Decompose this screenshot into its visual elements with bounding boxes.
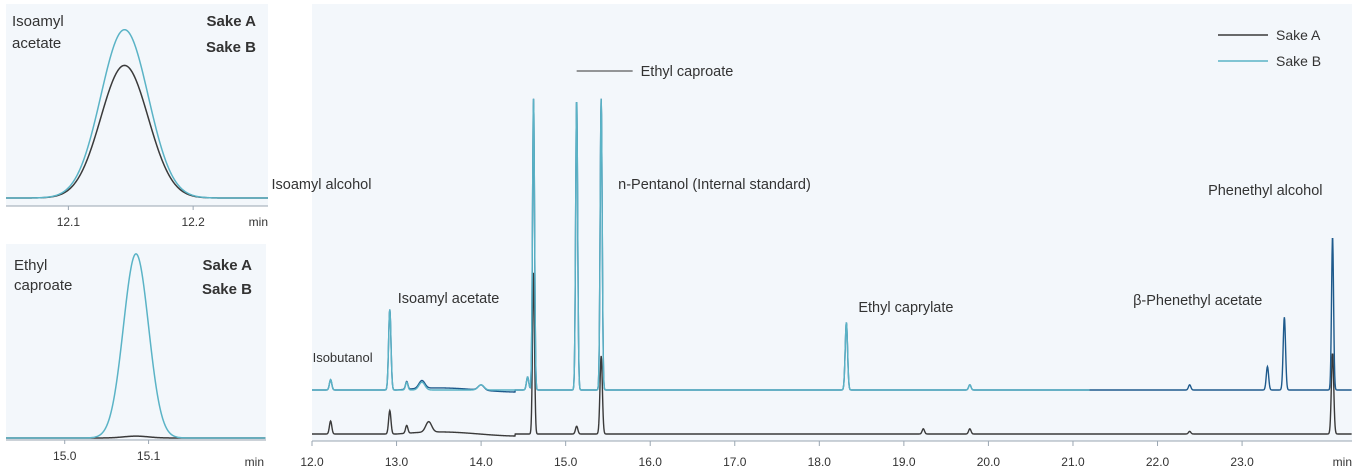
inset2-series-group bbox=[6, 253, 266, 439]
inset1-x-axis-label: min bbox=[249, 215, 268, 229]
inset-x-tick-label: 15.1 bbox=[137, 449, 161, 463]
peak-annotation-label: Isoamyl alcohol bbox=[272, 177, 372, 193]
inset-isoamyl-acetate: 12.1 12.2 Isoamyl acetate Sake A Sake B m… bbox=[6, 4, 268, 229]
main-x-tick-label: 15.0 bbox=[554, 455, 578, 469]
inset-x-tick-label: 12.1 bbox=[57, 215, 81, 229]
inset2-legend-sake-b: Sake B bbox=[202, 281, 252, 298]
peak-annotation-label: n-Pentanol (Internal standard) bbox=[618, 177, 811, 193]
inset1-legend-sake-b: Sake B bbox=[206, 39, 256, 56]
inset1-tick-group: 12.1 12.2 bbox=[57, 206, 205, 229]
inset1-legend-sake-a: Sake A bbox=[207, 13, 257, 30]
inset-series-sake-b-line bbox=[6, 28, 268, 199]
main-x-tick-label: 21.0 bbox=[1061, 455, 1085, 469]
inset-x-tick-label: 12.2 bbox=[181, 215, 205, 229]
main-chromatogram: 12.0 13.0 14.0 15.0 16.0 17.0 18.0 19.0 20.0 21.0… bbox=[272, 4, 1352, 469]
legend-label-sake-a: Sake A bbox=[1276, 27, 1321, 43]
inset2-x-axis-label: min bbox=[245, 455, 264, 469]
inset2-title-line2: caproate bbox=[14, 277, 72, 294]
inset2-plot-area bbox=[6, 244, 266, 440]
legend-label-sake-b: Sake B bbox=[1276, 53, 1321, 69]
inset-x-tick-label: 15.0 bbox=[53, 449, 77, 463]
main-tick-group: 12.0 13.0 14.0 15.0 16.0 17.0 18.0 19.0 20.0 21.0… bbox=[300, 441, 1254, 469]
main-x-tick-label: 19.0 bbox=[892, 455, 916, 469]
main-x-tick-label: 13.0 bbox=[385, 455, 409, 469]
inset-series-sake-b-line bbox=[6, 253, 266, 439]
main-x-tick-label: 20.0 bbox=[977, 455, 1001, 469]
main-x-tick-label: 16.0 bbox=[639, 455, 663, 469]
peak-annotation-label: Isoamyl acetate bbox=[398, 291, 500, 307]
inset1-title-line1: Isoamyl bbox=[12, 13, 64, 30]
inset1-series-group bbox=[6, 28, 268, 199]
peak-annotation-label: Isobutanol bbox=[313, 350, 373, 365]
main-x-tick-label: 18.0 bbox=[808, 455, 832, 469]
inset1-plot-area bbox=[6, 4, 268, 206]
inset2-legend-sake-a: Sake A bbox=[203, 257, 253, 274]
series-sake-a-line bbox=[312, 272, 1352, 437]
main-x-tick-label: 22.0 bbox=[1146, 455, 1170, 469]
main-x-tick-label: 17.0 bbox=[723, 455, 747, 469]
main-x-axis-label: min bbox=[1333, 455, 1352, 469]
main-legend: Sake A Sake B bbox=[1218, 27, 1321, 69]
main-series-group bbox=[312, 98, 1352, 437]
main-plot-area bbox=[312, 4, 1352, 441]
peak-annotation-label: β-Phenethyl acetate bbox=[1133, 293, 1262, 309]
main-x-tick-label: 23.0 bbox=[1230, 455, 1254, 469]
inset2-tick-group: 15.0 15.1 bbox=[53, 440, 161, 463]
main-x-tick-label: 14.0 bbox=[469, 455, 493, 469]
inset-ethyl-caproate: 15.0 15.1 Ethyl caproate Sake A Sake B mi… bbox=[6, 244, 266, 469]
main-annotation-group: Isobutanol Isoamyl acetate Isoamyl alcohol… bbox=[272, 64, 1323, 365]
inset2-title-line1: Ethyl bbox=[14, 257, 47, 274]
peak-annotation-label: Ethyl caprylate bbox=[858, 300, 953, 316]
peak-annotation-label: Ethyl caproate bbox=[641, 64, 734, 80]
main-x-tick-label: 12.0 bbox=[300, 455, 324, 469]
peak-annotation-label: Phenethyl alcohol bbox=[1208, 183, 1322, 199]
inset1-title-line2: acetate bbox=[12, 35, 61, 52]
series-sake-b-highlight-line bbox=[312, 98, 1090, 391]
